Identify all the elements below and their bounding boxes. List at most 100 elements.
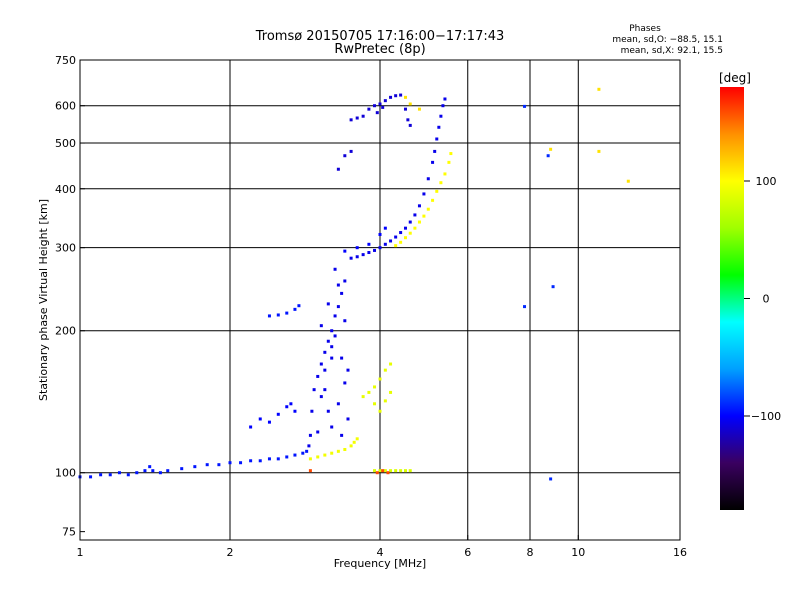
data-point: [285, 405, 289, 409]
colorbar-tick-label: −100: [751, 410, 781, 423]
data-point: [89, 475, 93, 479]
data-point: [293, 453, 297, 457]
data-point: [308, 433, 312, 437]
data-point: [217, 463, 221, 467]
y-tick-label: 200: [55, 325, 76, 338]
data-point: [349, 149, 353, 153]
data-point: [426, 177, 430, 181]
y-tick-label: 500: [55, 137, 76, 150]
data-point: [431, 198, 435, 202]
data-point: [330, 345, 334, 349]
data-point: [523, 305, 527, 309]
data-point: [333, 314, 337, 318]
data-point: [276, 457, 280, 461]
data-point: [551, 285, 555, 289]
data-point: [367, 242, 371, 246]
data-point: [293, 409, 297, 413]
data-point: [319, 362, 323, 366]
data-point: [151, 469, 155, 473]
data-point: [267, 420, 271, 424]
data-point: [549, 477, 553, 481]
data-point: [352, 440, 356, 444]
data-point: [378, 102, 382, 106]
data-point: [258, 459, 262, 463]
data-point: [180, 467, 184, 471]
data-point: [373, 385, 377, 389]
colorbar: [720, 87, 744, 510]
data-point: [439, 114, 443, 118]
data-point: [394, 244, 398, 248]
data-point: [343, 154, 347, 158]
data-point: [378, 409, 382, 413]
data-point: [239, 461, 243, 465]
x-tick-label: 1: [77, 546, 84, 559]
colorbar-tick-label: 100: [756, 175, 777, 188]
data-point: [408, 123, 412, 127]
data-point: [343, 381, 347, 385]
data-point: [367, 107, 371, 111]
data-point: [386, 471, 390, 475]
data-point: [336, 283, 340, 287]
data-point: [435, 137, 439, 141]
y-tick-label: 750: [55, 54, 76, 67]
data-point: [349, 118, 353, 122]
colorbar-label: [deg]: [719, 71, 751, 85]
data-point: [333, 267, 337, 271]
data-point: [361, 114, 365, 118]
data-point: [378, 469, 382, 473]
data-point: [422, 192, 426, 196]
data-point: [330, 329, 334, 333]
x-tick-label: 2: [227, 546, 234, 559]
data-point: [399, 240, 403, 244]
data-point: [383, 368, 387, 372]
data-point: [403, 107, 407, 111]
data-point: [408, 231, 412, 235]
data-point: [373, 402, 377, 406]
data-point: [319, 324, 323, 328]
y-tick-label: 300: [55, 242, 76, 255]
phase-box-title: Phases: [629, 24, 661, 34]
data-point: [166, 469, 170, 473]
data-point: [389, 239, 393, 243]
data-point: [437, 125, 441, 129]
data-point: [378, 377, 382, 381]
data-point: [422, 214, 426, 218]
data-point: [126, 473, 130, 477]
x-tick-label: 6: [464, 546, 471, 559]
data-point: [340, 356, 344, 360]
data-point: [389, 390, 393, 394]
data-point: [426, 207, 430, 211]
y-tick-label: 75: [62, 526, 76, 539]
data-point: [316, 374, 320, 378]
data-point: [408, 469, 412, 473]
data-point: [389, 469, 393, 473]
data-point: [417, 220, 421, 224]
data-point: [383, 226, 387, 230]
data-point: [433, 149, 437, 153]
phase-box-x-mode: mean, sd,X: 92.1, 15.5: [621, 46, 723, 56]
data-point: [549, 147, 553, 151]
data-point: [343, 447, 347, 451]
x-tick-label: 10: [571, 546, 585, 559]
data-point: [343, 249, 347, 253]
data-point: [355, 246, 359, 250]
data-point: [323, 453, 327, 457]
data-point: [447, 160, 451, 164]
data-point: [367, 251, 371, 255]
phase-box-o-mode: mean, sd,O: −88.5, 15.1: [612, 35, 723, 45]
data-point: [143, 469, 147, 473]
data-point: [389, 362, 393, 366]
data-point: [293, 307, 297, 311]
data-point: [394, 235, 398, 239]
data-point: [375, 111, 379, 115]
data-point: [439, 181, 443, 185]
data-point: [431, 160, 435, 164]
data-point: [267, 457, 271, 461]
data-point: [117, 471, 121, 475]
data-point: [205, 463, 209, 467]
data-point: [340, 433, 344, 437]
data-point: [343, 319, 347, 323]
data-point: [441, 104, 445, 108]
data-point: [383, 399, 387, 403]
